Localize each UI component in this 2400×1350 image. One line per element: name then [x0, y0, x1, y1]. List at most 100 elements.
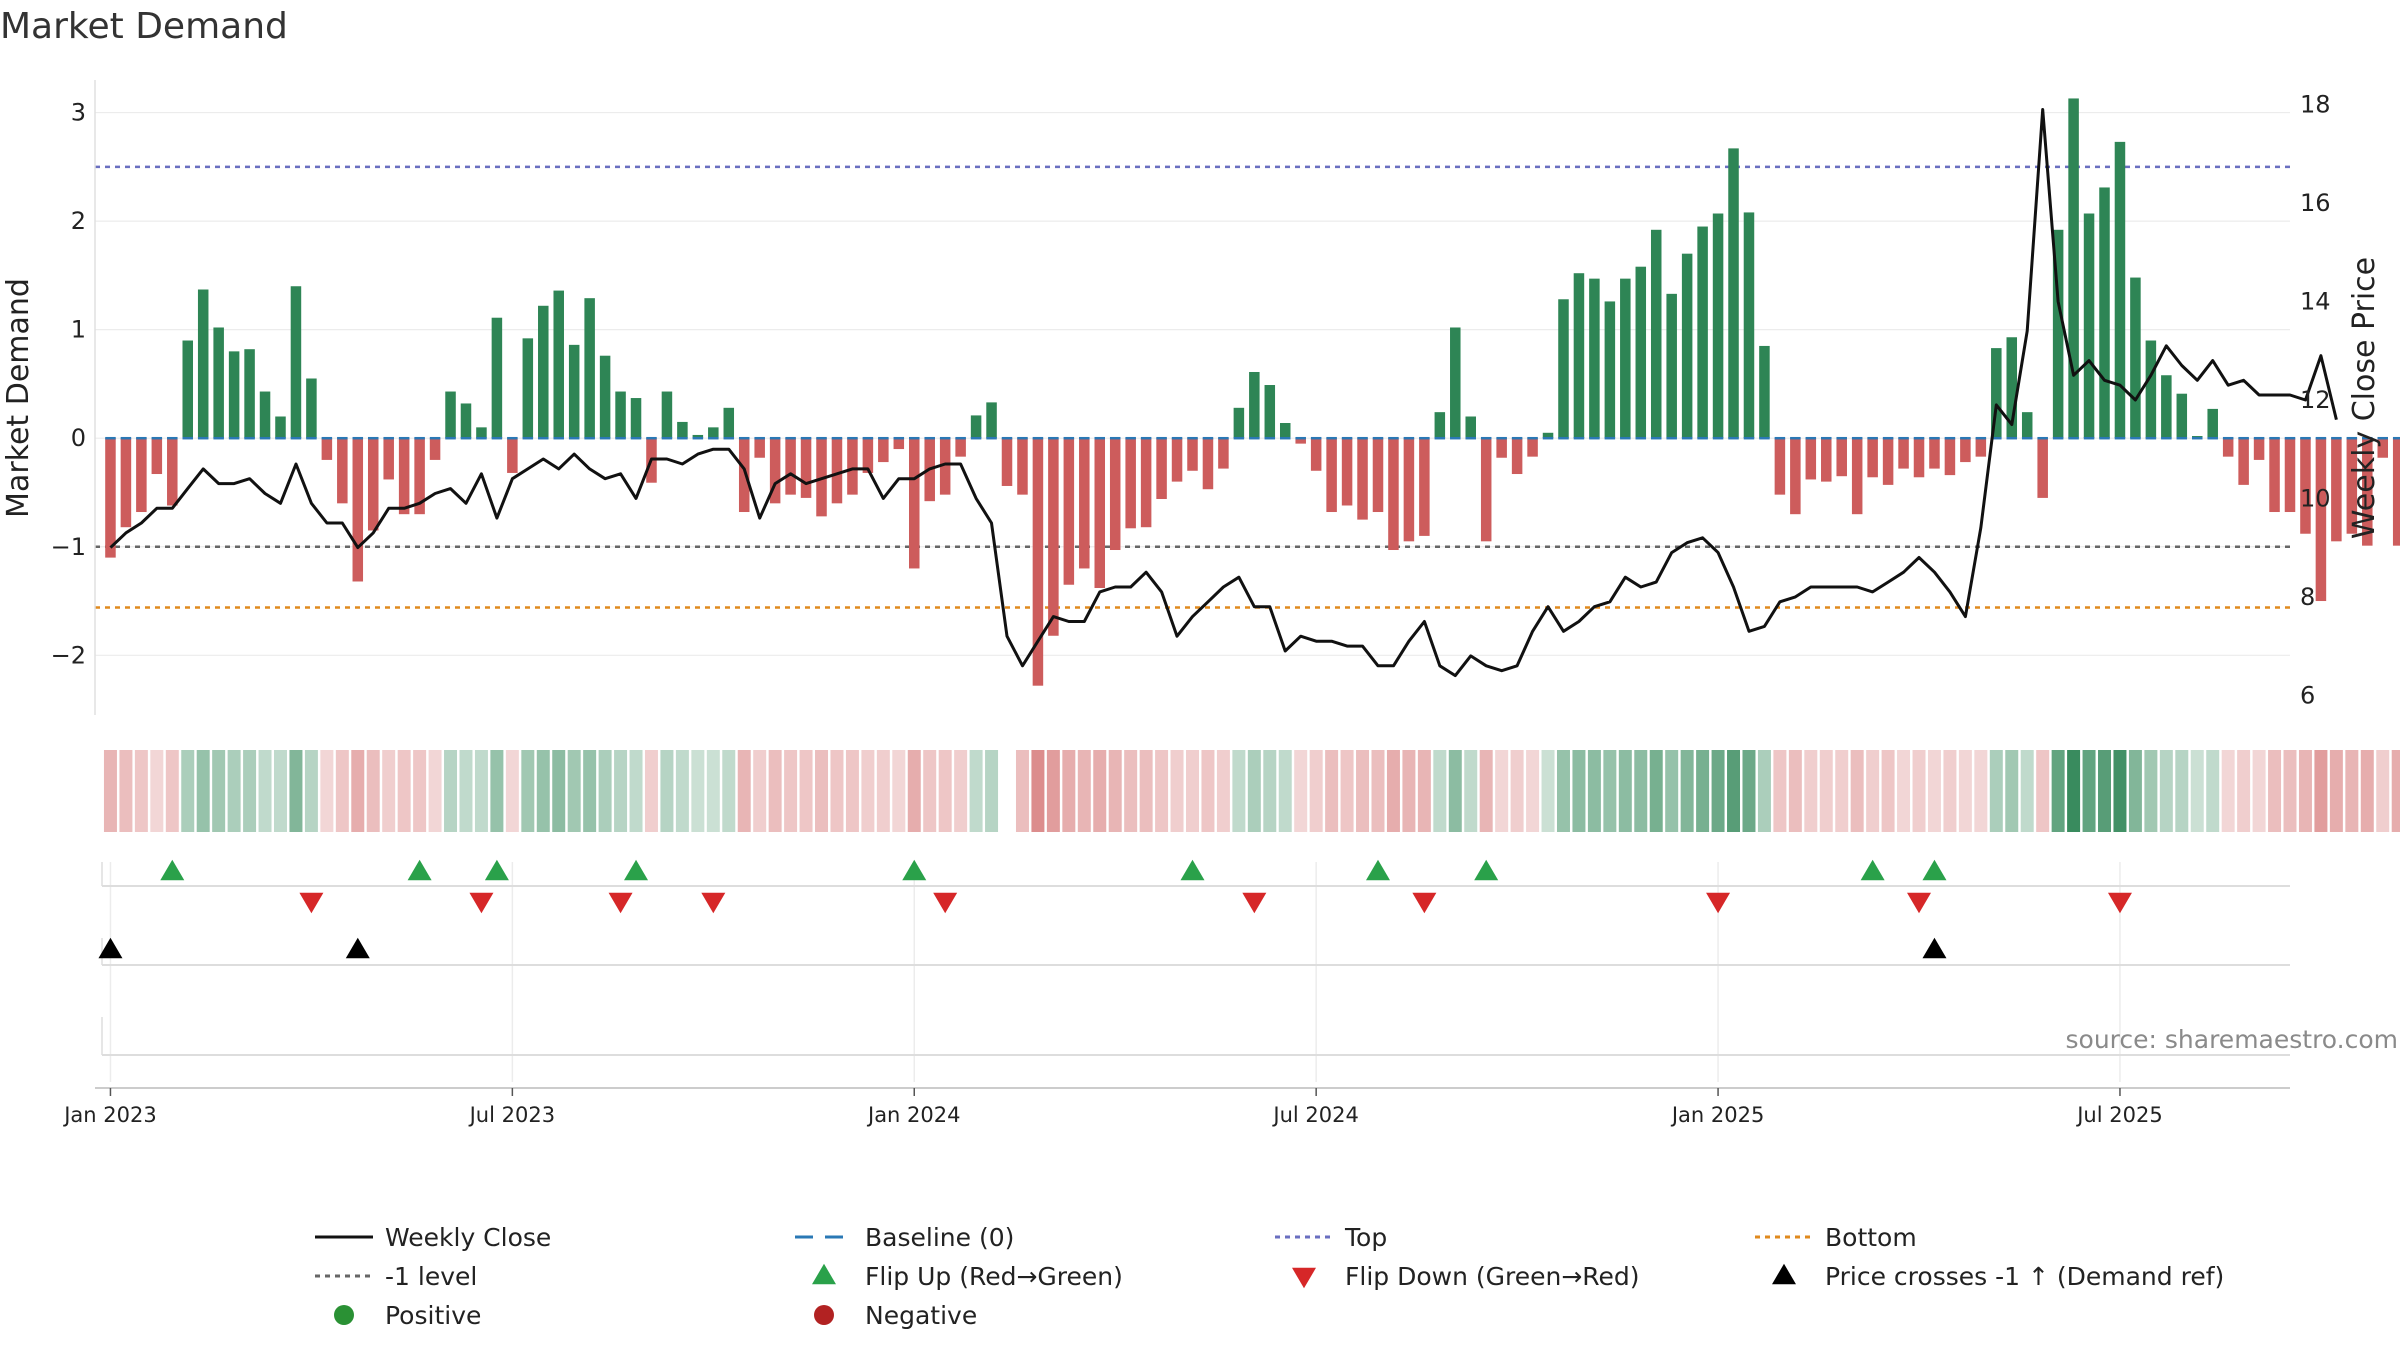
demand-bar — [244, 349, 255, 439]
x-tick-label: Jan 2023 — [62, 1103, 157, 1127]
strength-cell — [1186, 750, 1199, 832]
strength-cell — [2298, 750, 2312, 832]
legend-label: Negative — [865, 1301, 977, 1330]
strength-cell — [459, 750, 473, 832]
strength-cell — [1402, 750, 1416, 832]
demand-bar — [584, 298, 595, 439]
demand-bar — [321, 438, 333, 460]
strength-cell — [1989, 750, 2003, 832]
demand-bar — [1279, 423, 1291, 439]
demand-bar — [290, 286, 302, 439]
demand-bar — [1975, 438, 1987, 457]
flip-up-marker — [902, 859, 927, 881]
strength-cell — [892, 750, 906, 832]
legend-item-baseline: Baseline (0) — [795, 1223, 1014, 1252]
demand-bar — [352, 438, 364, 582]
cross-up-marker — [1922, 937, 1947, 959]
x-tick-label: Jul 2025 — [2075, 1103, 2162, 1127]
strength-cell — [1927, 750, 1941, 832]
legend-item-minus-one: -1 level — [315, 1262, 477, 1291]
demand-bar — [2207, 408, 2218, 439]
demand-bar — [182, 340, 194, 439]
demand-bar — [986, 402, 997, 439]
left-tick-label: 0 — [71, 424, 86, 452]
legend-swatch — [814, 1305, 834, 1325]
left-tick-label: −1 — [51, 533, 86, 561]
strength-cell — [1093, 750, 1107, 832]
demand-bar — [2300, 438, 2311, 534]
legend-item-positive: Positive — [334, 1301, 481, 1330]
price-cross-markers — [98, 937, 1947, 959]
strength-cell — [1649, 750, 1663, 832]
strength-cell — [1742, 750, 1756, 832]
demand-bar — [1419, 438, 1430, 536]
flip-up-marker — [1922, 859, 1947, 881]
demand-bar — [367, 438, 379, 531]
strength-cell — [985, 750, 999, 832]
demand-bar — [1450, 327, 1461, 439]
strength-cell — [2360, 750, 2374, 832]
demand-bar — [2315, 438, 2327, 602]
demand-bar — [1650, 229, 1662, 439]
strength-cell — [737, 750, 751, 832]
strength-cell — [1340, 750, 1354, 832]
x-tick-label: Jan 2025 — [1670, 1103, 1765, 1127]
strength-cell — [1139, 750, 1153, 832]
demand-bar — [1140, 438, 1152, 528]
strength-cell — [1634, 750, 1648, 832]
flip-up-marker — [1474, 859, 1499, 881]
strength-cell — [1757, 750, 1771, 832]
strength-cell — [660, 750, 674, 832]
demand-bar — [769, 438, 781, 504]
reference-lines — [95, 165, 2290, 609]
strength-cell — [830, 750, 844, 832]
demand-bar — [738, 438, 750, 513]
strength-cell — [2159, 750, 2173, 832]
demand-bar — [661, 391, 673, 439]
strength-cell — [490, 750, 504, 832]
demand-bar — [1156, 438, 1167, 499]
demand-bar — [445, 391, 456, 439]
strength-cell — [397, 750, 411, 832]
flip-down-marker — [1412, 892, 1437, 914]
flip-up-marker — [624, 859, 649, 881]
demand-bar — [2362, 438, 2373, 546]
right-tick-label: 6 — [2300, 681, 2315, 709]
chart-title: Market Demand — [0, 6, 288, 47]
demand-bar — [120, 438, 132, 528]
left-tick-label: 2 — [71, 207, 86, 235]
demand-bar — [1821, 438, 1832, 482]
demand-bar — [1249, 371, 1260, 439]
strength-cell — [907, 750, 921, 832]
flip-down-marker — [2107, 892, 2132, 914]
strength-cell — [861, 750, 875, 832]
demand-bar — [939, 438, 951, 495]
demand-bars — [105, 98, 2400, 686]
legend-item-flip-down: Flip Down (Green→Red) — [1292, 1262, 1640, 1291]
demand-bar — [754, 438, 765, 458]
demand-bar — [599, 355, 611, 439]
demand-bar — [1496, 438, 1507, 458]
strength-cell — [1773, 750, 1787, 832]
right-tick-label: 12 — [2300, 386, 2331, 414]
flip-down-marker — [701, 892, 726, 914]
strength-cell — [320, 750, 334, 832]
strength-cell — [1155, 750, 1169, 832]
strength-cell — [923, 750, 937, 832]
strength-cell — [2329, 750, 2343, 832]
left-tick-label: 1 — [71, 316, 86, 344]
demand-bar — [1063, 438, 1075, 585]
demand-bar — [1125, 438, 1136, 529]
demand-bar — [2068, 98, 2079, 439]
strength-cell — [444, 750, 458, 832]
demand-bar — [275, 416, 286, 439]
strength-cell — [165, 750, 179, 832]
demand-bar — [2176, 393, 2188, 439]
demand-bar — [1960, 438, 1971, 463]
demand-bar — [414, 438, 425, 515]
demand-bar — [1929, 438, 1940, 469]
strength-cell — [1356, 750, 1370, 832]
demand-bar — [167, 438, 178, 506]
strength-cell — [2051, 750, 2065, 832]
strength-cell — [2268, 750, 2282, 832]
